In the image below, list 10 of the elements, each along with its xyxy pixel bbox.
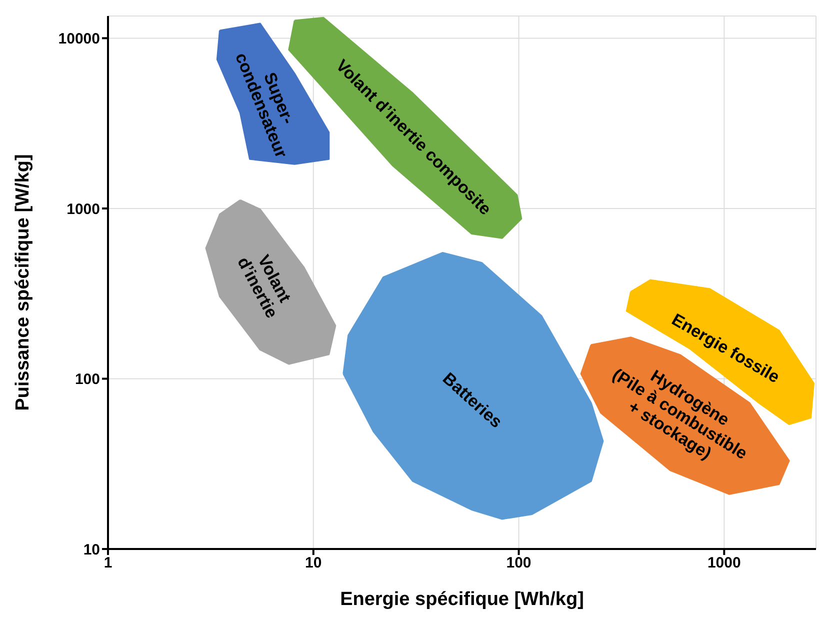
y-tick-label: 100: [74, 371, 100, 388]
y-tick-label: 10: [83, 541, 100, 558]
y-axis-title: Puissance spécifique [W/kg]: [12, 154, 34, 411]
x-tick-label: 100: [506, 554, 532, 572]
y-tick-label: 10000: [58, 30, 100, 48]
x-tick-label: 1000: [707, 554, 741, 572]
y-tick-label: 1000: [66, 200, 100, 218]
x-axis-title: Energie spécifique [Wh/kg]: [340, 589, 584, 610]
x-tick-label: 1: [104, 554, 112, 572]
x-tick-label: 10: [305, 554, 322, 572]
